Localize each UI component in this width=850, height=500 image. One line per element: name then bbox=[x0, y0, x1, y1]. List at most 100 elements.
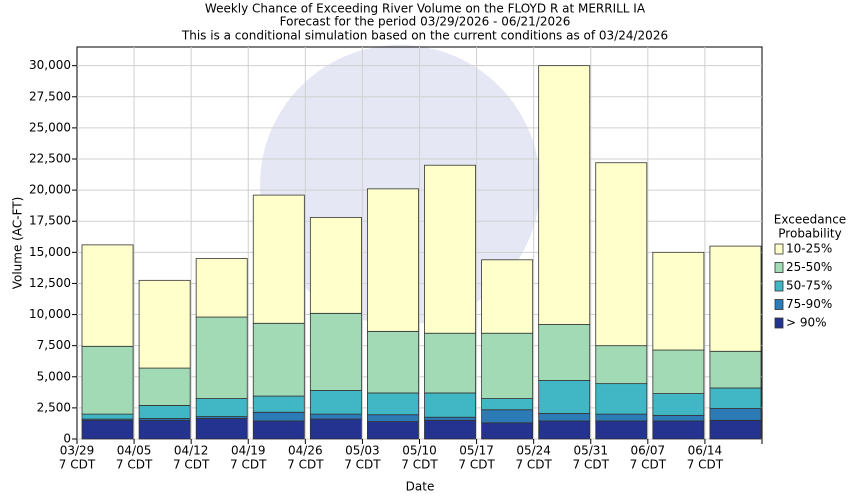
y-tick-label: 27,500 bbox=[29, 89, 71, 103]
bar-segment bbox=[709, 419, 762, 440]
y-tick-label: 25,000 bbox=[29, 120, 71, 134]
bar-segment bbox=[138, 419, 191, 440]
x-tick-label: 04/05 bbox=[117, 444, 152, 458]
bar-segment bbox=[252, 395, 305, 413]
bar-segment bbox=[652, 414, 705, 422]
bar-segment bbox=[195, 398, 248, 417]
x-tick-label: 06/14 bbox=[688, 444, 723, 458]
x-tick-label: 05/24 bbox=[516, 444, 551, 458]
bar-segment bbox=[595, 345, 648, 385]
x-tick-label: 04/26 bbox=[288, 444, 323, 458]
bar-segment bbox=[367, 421, 419, 440]
bar-segment bbox=[81, 419, 134, 440]
x-tick-sublabel: 7 CDT bbox=[59, 458, 96, 472]
bar-segment bbox=[195, 316, 248, 399]
legend-swatch bbox=[774, 243, 784, 255]
bar-segment bbox=[538, 65, 591, 325]
bar-segment bbox=[309, 390, 362, 415]
x-tick-sublabel: 7 CDT bbox=[116, 458, 153, 472]
bar-segment bbox=[424, 419, 476, 440]
y-tick-label: 5,000 bbox=[37, 369, 71, 383]
y-axis-label: Volume (AC-FT) bbox=[11, 197, 25, 290]
legend-title: Probability bbox=[778, 227, 841, 241]
bar-segment bbox=[81, 244, 134, 347]
y-tick-label: 7,500 bbox=[37, 338, 71, 352]
y-tick-label: 22,500 bbox=[29, 152, 71, 166]
bar-segment bbox=[81, 345, 134, 415]
bar-segment bbox=[595, 162, 648, 347]
x-tick-sublabel: 7 CDT bbox=[515, 458, 552, 472]
legend-swatch bbox=[774, 299, 784, 310]
bar-segment bbox=[309, 312, 362, 391]
bar-segment bbox=[252, 411, 305, 422]
y-tick-label: 0 bbox=[63, 432, 71, 446]
bar-segment bbox=[424, 332, 476, 394]
legend-swatch bbox=[774, 262, 784, 273]
bar-segment bbox=[367, 414, 419, 422]
bar-segment bbox=[424, 416, 476, 421]
x-tick-label: 05/31 bbox=[573, 444, 608, 458]
bar-segment bbox=[652, 393, 705, 416]
legend-label: > 90% bbox=[786, 316, 827, 330]
x-tick-sublabel: 7 CDT bbox=[687, 458, 724, 472]
bar-segment bbox=[309, 413, 362, 420]
bar-segment bbox=[709, 350, 762, 389]
bar-segment bbox=[252, 420, 305, 440]
x-tick-label: 06/07 bbox=[631, 444, 666, 458]
bar-segment bbox=[138, 279, 191, 369]
bar-segment bbox=[252, 194, 305, 324]
y-tick-label: 30,000 bbox=[29, 58, 71, 72]
legend-label: 10-25% bbox=[786, 242, 832, 256]
chart-subtitle: Forecast for the period 03/29/2026 - 06/… bbox=[280, 15, 571, 29]
bar-segment bbox=[481, 332, 534, 399]
bar-segment bbox=[481, 259, 534, 334]
bar-segment bbox=[538, 324, 591, 381]
legend-swatch bbox=[774, 280, 784, 292]
bar-segment bbox=[595, 420, 648, 440]
chart-title: Weekly Chance of Exceeding River Volume … bbox=[205, 2, 646, 16]
bar-segment bbox=[538, 420, 591, 440]
bar-segment bbox=[367, 188, 419, 332]
bar-segment bbox=[138, 367, 191, 406]
bar-segment bbox=[652, 349, 705, 394]
bar-segment bbox=[709, 408, 762, 421]
legend-label: 75-90% bbox=[786, 297, 832, 311]
x-tick-sublabel: 7 CDT bbox=[344, 458, 381, 472]
bar-segment bbox=[538, 413, 591, 422]
x-tick-sublabel: 7 CDT bbox=[401, 458, 438, 472]
bar-segment bbox=[309, 418, 362, 440]
x-tick-label: 05/10 bbox=[402, 444, 437, 458]
bar-segment bbox=[538, 380, 591, 414]
bar-segment bbox=[81, 413, 134, 420]
legend-label: 25-50% bbox=[786, 260, 832, 274]
x-tick-sublabel: 7 CDT bbox=[573, 458, 610, 472]
x-tick-label: 05/03 bbox=[345, 444, 380, 458]
y-tick-label: 10,000 bbox=[29, 307, 71, 321]
x-tick-sublabel: 7 CDT bbox=[287, 458, 324, 472]
x-tick-label: 04/12 bbox=[174, 444, 209, 458]
x-axis-label: Date bbox=[406, 480, 435, 494]
y-tick-label: 2,500 bbox=[37, 400, 71, 414]
y-tick-label: 15,000 bbox=[29, 245, 71, 259]
bar-segment bbox=[595, 413, 648, 422]
x-tick-label: 05/17 bbox=[459, 444, 494, 458]
x-tick-sublabel: 7 CDT bbox=[458, 458, 495, 472]
x-tick-label: 04/19 bbox=[231, 444, 266, 458]
bar-segment bbox=[367, 392, 419, 416]
bar-segment bbox=[652, 251, 705, 351]
bar-segment bbox=[652, 420, 705, 440]
bar-segment bbox=[309, 217, 362, 314]
bar-segment bbox=[252, 322, 305, 397]
legend-title: Exceedance bbox=[774, 213, 846, 227]
bar-segment bbox=[481, 422, 534, 440]
bar-segment bbox=[595, 383, 648, 415]
x-tick-label: 03/29 bbox=[60, 444, 95, 458]
x-tick-sublabel: 7 CDT bbox=[630, 458, 667, 472]
x-tick-sublabel: 7 CDT bbox=[230, 458, 267, 472]
bar-segment bbox=[709, 387, 762, 409]
bar-segment bbox=[195, 418, 248, 440]
bar-segment bbox=[195, 258, 248, 318]
bar-segment bbox=[424, 392, 476, 418]
legend-swatch bbox=[774, 317, 784, 329]
